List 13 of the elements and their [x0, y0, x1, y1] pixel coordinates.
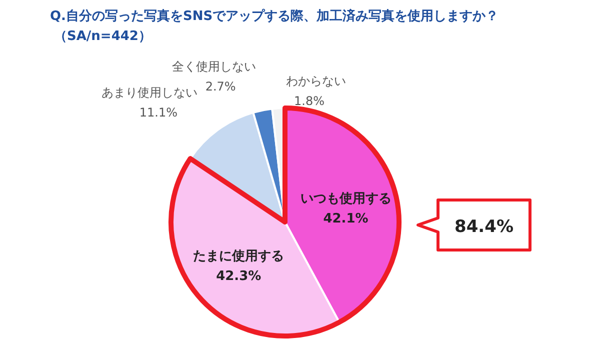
data-label: 11.1% — [139, 105, 178, 120]
data-label: 1.8% — [294, 94, 324, 108]
chart-title: Q.自分の写った写真をSNSでアップする際、加工済み写真を使用しますか？ — [50, 8, 499, 24]
data-label: 42.1% — [323, 212, 368, 227]
chart-subtitle: （SA/n=442） — [54, 29, 152, 44]
slice-label: たまに使用する — [193, 249, 284, 264]
text: 84.4% — [454, 217, 514, 237]
slice-label: あまり使用しない — [102, 85, 198, 100]
slice-label: 全く使用しない — [172, 60, 256, 74]
slice-label: いつも使用する — [300, 192, 392, 207]
data-label: 42.3% — [216, 269, 262, 284]
slice-label: わからない — [286, 74, 346, 88]
data-label: 2.7% — [205, 80, 236, 94]
